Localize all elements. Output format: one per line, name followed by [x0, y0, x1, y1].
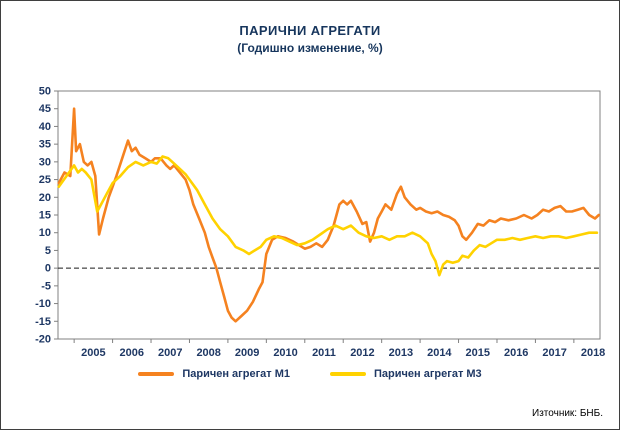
x-tick-label: 2008: [196, 347, 220, 359]
y-tick-label: 5: [45, 245, 51, 257]
x-tick-label: 2009: [235, 347, 259, 359]
chart-legend: Паричен агрегат М1 Паричен агрегат М3: [1, 368, 619, 380]
y-tick-label: -15: [35, 316, 51, 328]
y-tick-label: 40: [39, 121, 51, 133]
y-tick-label: 15: [39, 210, 51, 222]
legend-label-m1: Паричен агрегат М1: [182, 368, 290, 380]
series-line-m1: [57, 107, 601, 323]
x-tick-label: 2007: [158, 347, 182, 359]
x-tick-label: 2010: [273, 347, 297, 359]
y-tick-label: -5: [41, 280, 51, 292]
plot-area: [57, 90, 601, 340]
y-tick-label: -10: [35, 298, 51, 310]
x-tick-label: 2015: [466, 347, 490, 359]
m1-line-swatch: [138, 372, 175, 376]
y-tick-label: 10: [39, 227, 51, 239]
chart-subtitle: (Годишно изменение, %): [237, 41, 383, 55]
y-tick-label: 30: [39, 156, 51, 168]
x-tick-label: 2013: [389, 347, 413, 359]
source-note: Източник: БНБ.: [532, 408, 603, 419]
y-tick-label: 0: [45, 263, 51, 275]
y-tick-label: 25: [39, 174, 51, 186]
x-tick-label: 2017: [542, 347, 566, 359]
legend-item-m3: Паричен агрегат М3: [330, 368, 482, 380]
y-tick-label: 20: [39, 192, 51, 204]
x-tick-label: 2011: [312, 347, 336, 359]
y-tick-label: 35: [39, 139, 51, 151]
x-tick-label: 2006: [120, 347, 144, 359]
legend-label-m3: Паричен агрегат М3: [374, 368, 482, 380]
legend-item-m1: Паричен агрегат М1: [138, 368, 290, 380]
y-tick-label: -20: [35, 334, 51, 346]
x-tick-label: 2016: [504, 347, 528, 359]
x-tick-label: 2014: [427, 347, 452, 359]
x-tick-label: 2012: [350, 347, 374, 359]
m3-line-swatch: [330, 372, 366, 376]
y-tick-label: 50: [39, 86, 51, 98]
chart-title: ПАРИЧНИ АГРЕГАТИ: [239, 23, 381, 38]
series-line-m3: [57, 155, 599, 277]
x-tick-label: 2018: [581, 347, 605, 359]
x-tick-label: 2005: [81, 347, 105, 359]
y-tick-label: 45: [39, 103, 51, 115]
